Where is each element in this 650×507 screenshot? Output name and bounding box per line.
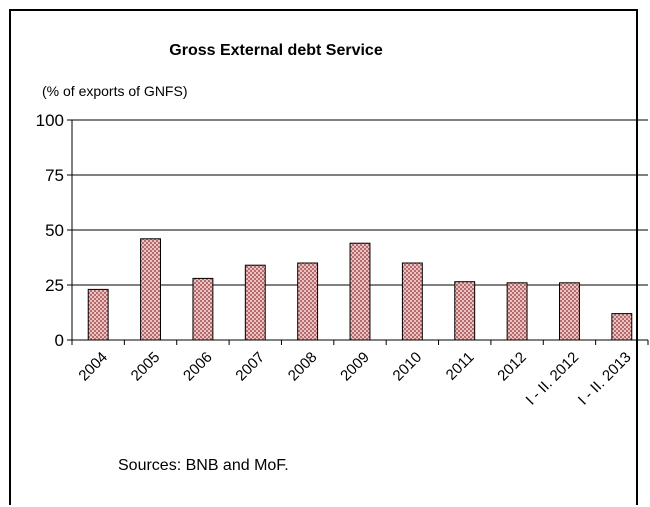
y-tick-label: 25 [45,276,64,295]
bar [87,288,109,341]
x-tick-label: I - II. 2013 [575,349,635,409]
bar [244,264,266,341]
gridlines [72,119,648,286]
bar [401,262,423,341]
y-axis-ticks: 0 25 50 75 100 [36,111,72,350]
bar [559,282,580,341]
y-tick-label: 50 [45,221,64,240]
x-tick-label: 2008 [285,349,321,385]
x-tick-label: 2011 [443,349,478,384]
chart-frame [9,9,638,505]
x-tick-label: 2006 [180,349,216,385]
x-tick-label: 2010 [390,349,426,385]
bars [87,238,633,341]
unit-label: (% of exports of GNFS) [42,83,187,99]
y-tick-label: 0 [55,331,64,350]
x-tick-label: 2007 [232,349,268,385]
axes [71,120,649,345]
bar [297,262,319,341]
x-tick-label: 2005 [128,349,164,385]
bar [454,281,476,341]
bar [140,238,161,341]
bar [192,277,214,341]
bar [506,282,528,341]
x-tick-label: I - II. 2012 [522,349,582,409]
x-tick-label: 2009 [337,349,373,385]
y-tick-label: 100 [36,111,64,130]
bar [611,313,633,341]
source-note: Sources: BNB and MoF. [118,457,289,474]
x-tick-label: 2004 [75,349,111,385]
y-tick-label: 75 [45,166,64,185]
bar [349,242,371,341]
chart-title: Gross External debt Service [169,42,383,59]
x-tick-label: 2012 [494,349,530,385]
